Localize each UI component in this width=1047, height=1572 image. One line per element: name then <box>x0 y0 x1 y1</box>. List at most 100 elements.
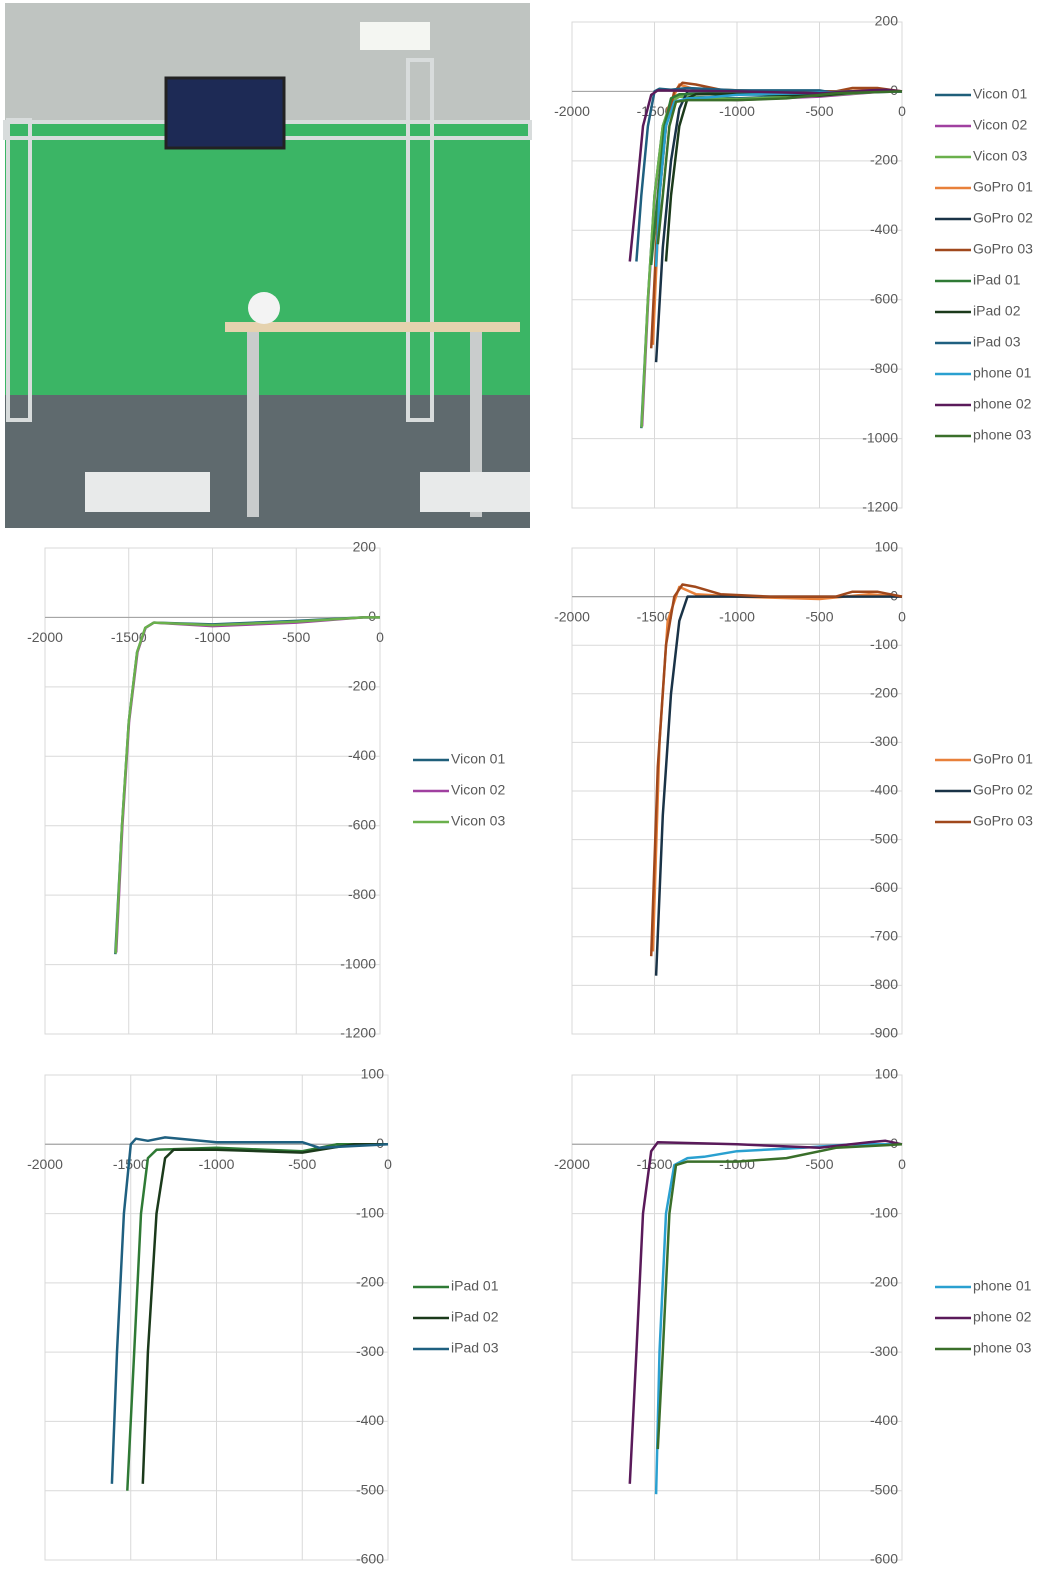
legend-label: iPad 02 <box>451 1309 499 1325</box>
legend-label: phone 03 <box>973 427 1032 443</box>
x-tick-label: -1000 <box>195 629 231 645</box>
series-line <box>116 617 380 953</box>
series-line <box>642 91 902 427</box>
x-tick-label: -500 <box>288 1156 316 1172</box>
legend-label: GoPro 02 <box>973 782 1033 798</box>
series-line <box>636 88 902 262</box>
y-tick-label: -800 <box>870 360 898 376</box>
photo-mat <box>85 472 210 512</box>
y-tick-label: -100 <box>870 636 898 652</box>
legend-label: phone 01 <box>973 1278 1032 1294</box>
legend-label: GoPro 02 <box>973 210 1033 226</box>
legend-label: phone 02 <box>973 396 1032 412</box>
y-tick-label: -400 <box>870 782 898 798</box>
legend-label: GoPro 03 <box>973 813 1033 829</box>
series-line <box>112 1137 388 1483</box>
x-tick-label: -500 <box>805 1156 833 1172</box>
y-tick-label: -300 <box>870 733 898 749</box>
x-tick-label: 0 <box>898 1156 906 1172</box>
legend-label: phone 02 <box>973 1309 1032 1325</box>
y-tick-label: -1200 <box>340 1025 376 1041</box>
legend-label: iPad 03 <box>973 334 1021 350</box>
y-tick-label: -500 <box>356 1481 384 1497</box>
legend-label: phone 01 <box>973 365 1032 381</box>
legend-label: iPad 02 <box>973 303 1021 319</box>
y-tick-label: 0 <box>376 1135 384 1151</box>
y-tick-label: -500 <box>870 830 898 846</box>
y-tick-label: -600 <box>870 290 898 306</box>
y-tick-label: -400 <box>870 221 898 237</box>
series-line <box>656 1144 902 1494</box>
y-tick-label: -1000 <box>862 429 898 445</box>
y-tick-label: -1200 <box>862 499 898 515</box>
y-tick-label: -200 <box>348 678 376 694</box>
x-tick-label: -1000 <box>199 1156 235 1172</box>
x-tick-label: -1000 <box>719 1156 755 1172</box>
y-tick-label: -500 <box>870 1481 898 1497</box>
y-tick-label: -400 <box>356 1412 384 1428</box>
legend-label: Vicon 03 <box>973 148 1027 164</box>
y-tick-label: 0 <box>368 608 376 624</box>
x-tick-label: -500 <box>805 608 833 624</box>
legend-label: iPad 01 <box>973 272 1021 288</box>
series-line <box>658 91 902 244</box>
photo <box>5 3 530 528</box>
y-tick-label: 100 <box>361 1066 385 1082</box>
y-tick-label: -400 <box>348 747 376 763</box>
series-line <box>116 617 380 952</box>
figure: -2000-1500-1000-5000-1200-1000-800-600-4… <box>0 0 1047 1572</box>
x-tick-label: 0 <box>376 629 384 645</box>
x-tick-label: -2000 <box>27 1156 63 1172</box>
x-tick-label: -2000 <box>27 629 63 645</box>
y-tick-label: -100 <box>870 1204 898 1220</box>
y-tick-label: -900 <box>870 1025 898 1041</box>
y-tick-label: -700 <box>870 928 898 944</box>
series-line <box>143 1144 388 1484</box>
legend-label: iPad 03 <box>451 1340 499 1356</box>
series-line <box>656 91 902 266</box>
x-tick-label: -1500 <box>113 1156 149 1172</box>
x-tick-label: -1000 <box>719 608 755 624</box>
legend-label: phone 03 <box>973 1340 1032 1356</box>
series-line <box>651 83 902 349</box>
y-tick-label: 100 <box>875 1066 899 1082</box>
y-tick-label: -200 <box>870 1274 898 1290</box>
y-tick-label: -600 <box>870 879 898 895</box>
legend-label: Vicon 03 <box>451 813 505 829</box>
y-tick-label: -200 <box>356 1274 384 1290</box>
series-line <box>653 85 902 345</box>
y-tick-label: 200 <box>875 13 899 29</box>
photo-screen <box>166 78 284 148</box>
y-tick-label: -600 <box>348 816 376 832</box>
legend-label: Vicon 02 <box>973 117 1027 133</box>
series-line <box>653 587 902 952</box>
legend-label: GoPro 01 <box>973 751 1033 767</box>
series-line <box>666 91 902 261</box>
series-line <box>642 91 902 426</box>
x-tick-label: -2000 <box>554 1156 590 1172</box>
photo-mat <box>420 472 530 512</box>
page: -2000-1500-1000-5000-1200-1000-800-600-4… <box>0 0 1047 1572</box>
photo-light <box>360 22 430 50</box>
legend-label: iPad 01 <box>451 1278 499 1294</box>
x-tick-label: -2000 <box>554 103 590 119</box>
y-tick-label: -300 <box>870 1343 898 1359</box>
y-tick-label: 100 <box>875 539 899 555</box>
y-tick-label: -600 <box>870 1551 898 1567</box>
y-tick-label: -800 <box>870 976 898 992</box>
series-line <box>127 1144 388 1490</box>
y-tick-label: -600 <box>356 1551 384 1567</box>
x-tick-label: -500 <box>805 103 833 119</box>
y-tick-label: -300 <box>356 1343 384 1359</box>
x-tick-label: -1500 <box>637 1156 673 1172</box>
series-line <box>656 597 902 976</box>
x-tick-label: 0 <box>384 1156 392 1172</box>
legend-label: GoPro 01 <box>973 179 1033 195</box>
legend-label: GoPro 03 <box>973 241 1033 257</box>
y-tick-label: -200 <box>870 685 898 701</box>
x-tick-label: -500 <box>282 629 310 645</box>
y-tick-label: -400 <box>870 1412 898 1428</box>
y-tick-label: -800 <box>348 886 376 902</box>
y-tick-label: -1000 <box>340 955 376 971</box>
x-tick-label: 0 <box>898 608 906 624</box>
